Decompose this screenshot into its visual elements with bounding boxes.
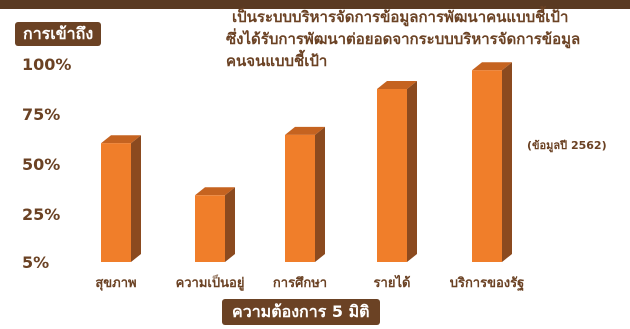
- x-category-label: ความเป็นอยู่: [176, 273, 245, 291]
- bar: [285, 134, 315, 262]
- bar-top: [101, 135, 141, 144]
- y-tick-label: 75%: [22, 105, 60, 124]
- x-category-label: การศึกษา: [273, 275, 327, 291]
- description-line-2: ซึ่งได้รับการพัฒนาต่อยอดจากระบบบริหารจัด…: [226, 30, 581, 48]
- bar-side: [315, 126, 325, 262]
- bar-top: [472, 62, 512, 71]
- description-line-3: คนจนแบบชี้เป้า: [226, 52, 328, 70]
- bar-top: [195, 187, 235, 196]
- x-category-label: รายได้: [374, 274, 411, 291]
- x-category-label: สุขภาพ: [95, 276, 136, 291]
- bar: [101, 143, 131, 262]
- top-decorative-bar: [0, 0, 630, 9]
- bar-side: [131, 135, 141, 262]
- bar: [377, 89, 407, 262]
- bar: [472, 70, 502, 263]
- bar-top: [377, 81, 417, 90]
- y-tick-label: 50%: [22, 155, 60, 174]
- bar-side: [225, 187, 235, 262]
- bar-side: [407, 81, 417, 262]
- bar-side: [502, 62, 512, 263]
- bar-top: [285, 126, 325, 135]
- y-tick-label: 25%: [22, 205, 60, 224]
- y-tick-label: 5%: [22, 253, 49, 272]
- bar: [195, 195, 225, 262]
- y-axis-label: การเข้าถึง: [15, 22, 102, 46]
- x-axis-label: ความต้องการ 5 มิติ: [222, 299, 380, 325]
- x-category-label: บริการของรัฐ: [450, 276, 525, 292]
- description-line-1: เป็นระบบบริหารจัดการข้อมูลการพัฒนาคนแบบช…: [232, 8, 569, 26]
- data-year-note: (ข้อมูลปี 2562): [527, 139, 607, 152]
- chart-description: เป็นระบบบริหารจัดการข้อมูลการพัฒนาคนแบบช…: [226, 6, 626, 72]
- y-tick-label: 100%: [22, 55, 71, 74]
